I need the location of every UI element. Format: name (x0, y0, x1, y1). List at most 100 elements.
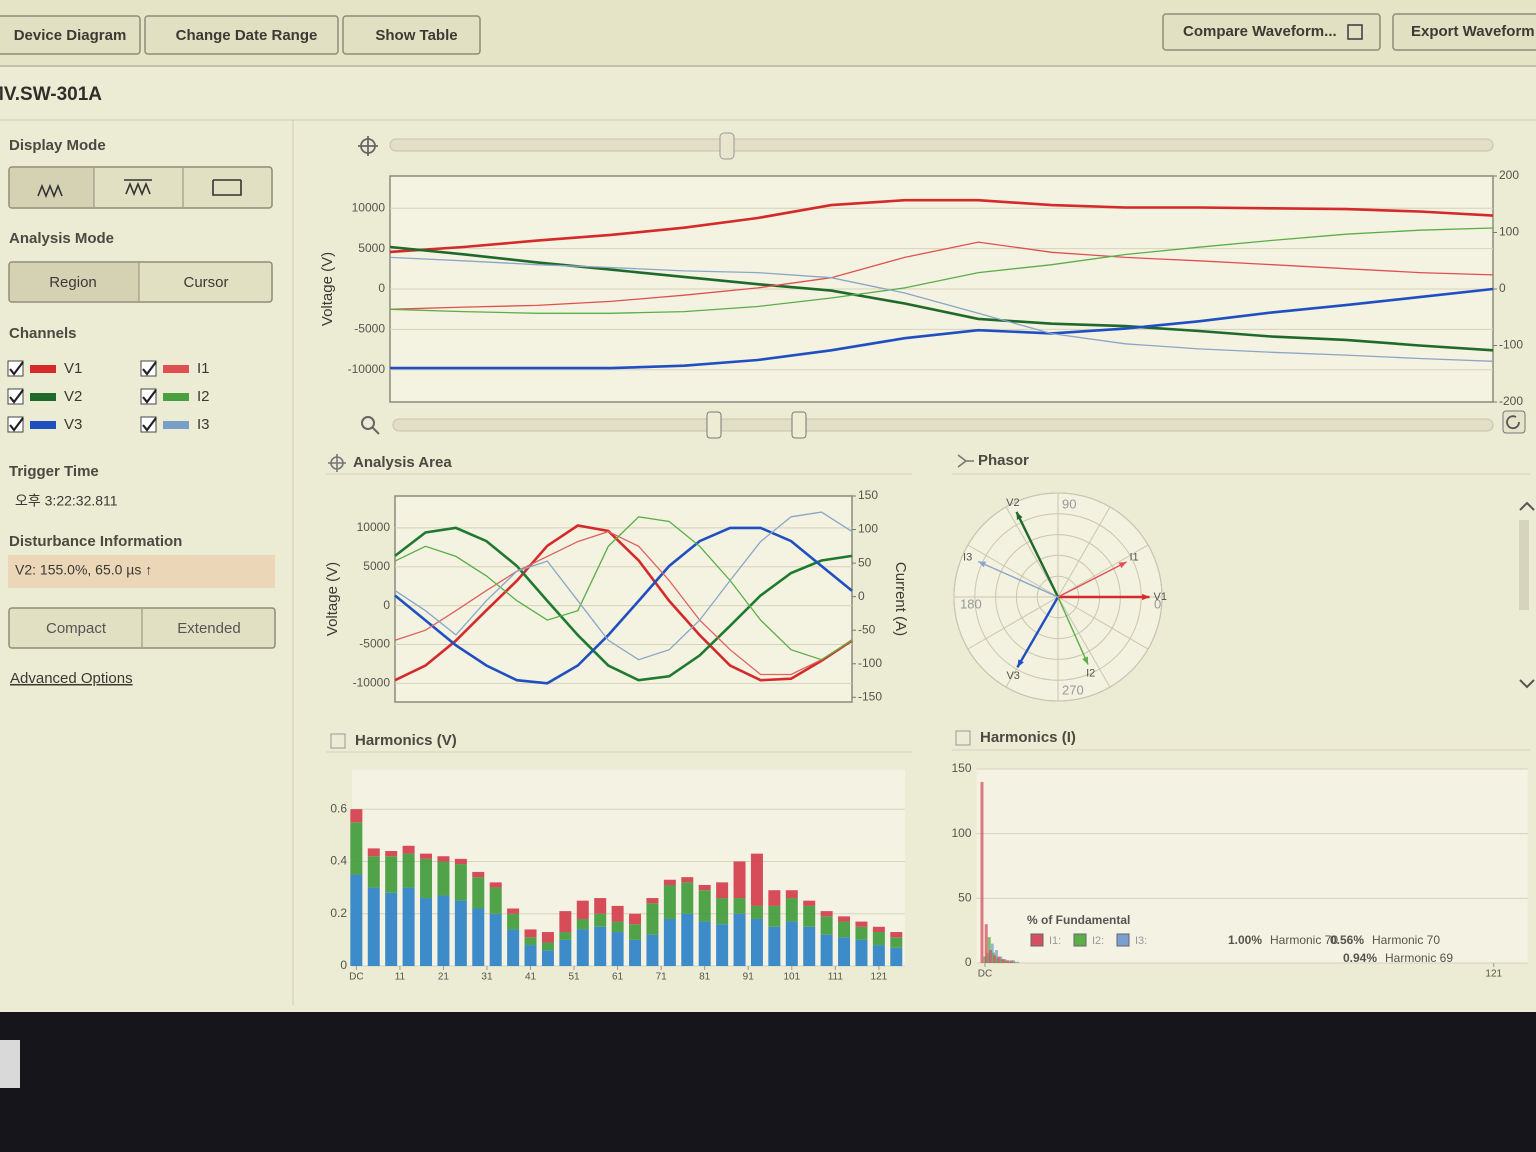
phasor-label: V2 (1006, 497, 1019, 509)
bar (576, 900, 589, 919)
y-tick-label: 10000 (357, 520, 391, 534)
bar (820, 911, 833, 917)
bar (576, 929, 589, 966)
bar (524, 937, 537, 946)
bar (733, 913, 746, 966)
bar (507, 908, 520, 914)
phasor (1016, 596, 1060, 668)
view-option[interactable]: Compact (46, 620, 107, 637)
bar (385, 892, 398, 966)
bar (437, 856, 450, 862)
bar (541, 942, 554, 951)
toolbar-button[interactable] (342, 15, 481, 55)
bar (733, 861, 746, 899)
bar (437, 895, 450, 966)
zoom-handle-right[interactable] (791, 411, 807, 439)
channel-name: V2 (64, 388, 82, 405)
channel-swatch (163, 365, 189, 373)
bar (994, 950, 998, 963)
y-axis-title: Voltage (V) (324, 562, 341, 636)
bar (997, 956, 1001, 963)
legend-swatch (1073, 933, 1087, 947)
x-tick-label: 121 (871, 972, 888, 983)
channel-name: I3 (197, 416, 210, 433)
bar (629, 913, 642, 925)
bar (437, 861, 450, 896)
bar (507, 913, 520, 930)
bar (872, 926, 885, 933)
y-tick-label: 0 (965, 955, 972, 969)
y2-tick-label: -100 (1499, 338, 1523, 352)
toolbar-button[interactable] (144, 15, 339, 55)
bar (489, 882, 502, 888)
view-option[interactable]: Extended (177, 620, 240, 637)
y-tick-label: -10000 (353, 676, 391, 690)
bar (350, 874, 363, 966)
bar (681, 877, 694, 883)
bar (594, 898, 607, 914)
toolbar-button[interactable] (1392, 13, 1536, 51)
y-tick-label: 0 (383, 598, 390, 612)
zoom-handle-left[interactable] (706, 411, 722, 439)
x-tick-label: 81 (699, 972, 711, 983)
y-tick-label: 150 (951, 761, 971, 775)
slider-handle[interactable] (719, 132, 735, 160)
bar (838, 937, 851, 966)
series-line (394, 526, 853, 685)
y2-tick-label: 150 (858, 488, 878, 502)
y-tick-label: 50 (958, 891, 972, 905)
crosshair-icon[interactable] (358, 136, 378, 156)
channel-swatch (163, 393, 189, 401)
toolbar-button[interactable] (0, 15, 141, 55)
plot-area (394, 495, 853, 703)
bar (367, 887, 380, 966)
y-tick-label: 0.4 (330, 854, 347, 868)
phasor-label: V1 (1154, 591, 1167, 603)
bar (402, 853, 415, 888)
mode-option[interactable]: Region (49, 274, 97, 291)
y2-tick-label: 100 (1499, 225, 1519, 239)
time-slider[interactable] (389, 138, 1494, 152)
reset-zoom-button[interactable] (1502, 410, 1526, 434)
bar (768, 905, 781, 927)
bar (698, 921, 711, 966)
x-tick-label: 11 (395, 972, 406, 983)
bar (663, 884, 676, 919)
channels-label: Channels (9, 325, 77, 342)
legend-swatch (1030, 933, 1044, 947)
phasor-head (1082, 656, 1089, 665)
bar (524, 945, 537, 966)
bar (559, 932, 572, 940)
bar (646, 898, 659, 904)
y2-tick-label: 200 (1499, 168, 1519, 182)
advanced-options-link[interactable]: Advanced Options (10, 670, 133, 687)
series-line (389, 241, 1494, 310)
bar (750, 918, 763, 966)
polar-spoke (967, 596, 1059, 650)
y2-tick-label: -150 (858, 689, 882, 703)
plot-area (976, 769, 1528, 963)
bar (420, 858, 433, 899)
scrollbar-thumb[interactable] (1519, 520, 1529, 610)
bar (611, 921, 624, 933)
x-tick-label: 91 (743, 972, 755, 983)
channel-swatch (30, 421, 56, 429)
bar (785, 898, 798, 922)
toolbar-button[interactable] (1162, 13, 1381, 51)
zoom-slider[interactable] (392, 418, 1494, 432)
bar (1010, 960, 1014, 963)
y2-tick-label: 50 (858, 555, 872, 569)
chart-title: Analysis Area (353, 454, 452, 471)
checkmark (142, 417, 157, 432)
bar (420, 898, 433, 966)
trigger-label: Trigger Time (9, 463, 99, 480)
bar (559, 939, 572, 966)
angle-label: 270 (1062, 682, 1084, 697)
series-line (390, 287, 1494, 370)
series-line (394, 511, 853, 661)
scroll-arrows[interactable] (1519, 501, 1535, 689)
disturbance-value: V2: 155.0%, 65.0 µs ↑ (15, 562, 152, 578)
wave-stack-icon (124, 179, 152, 197)
bar (402, 887, 415, 966)
mode-option[interactable]: Cursor (183, 274, 228, 291)
